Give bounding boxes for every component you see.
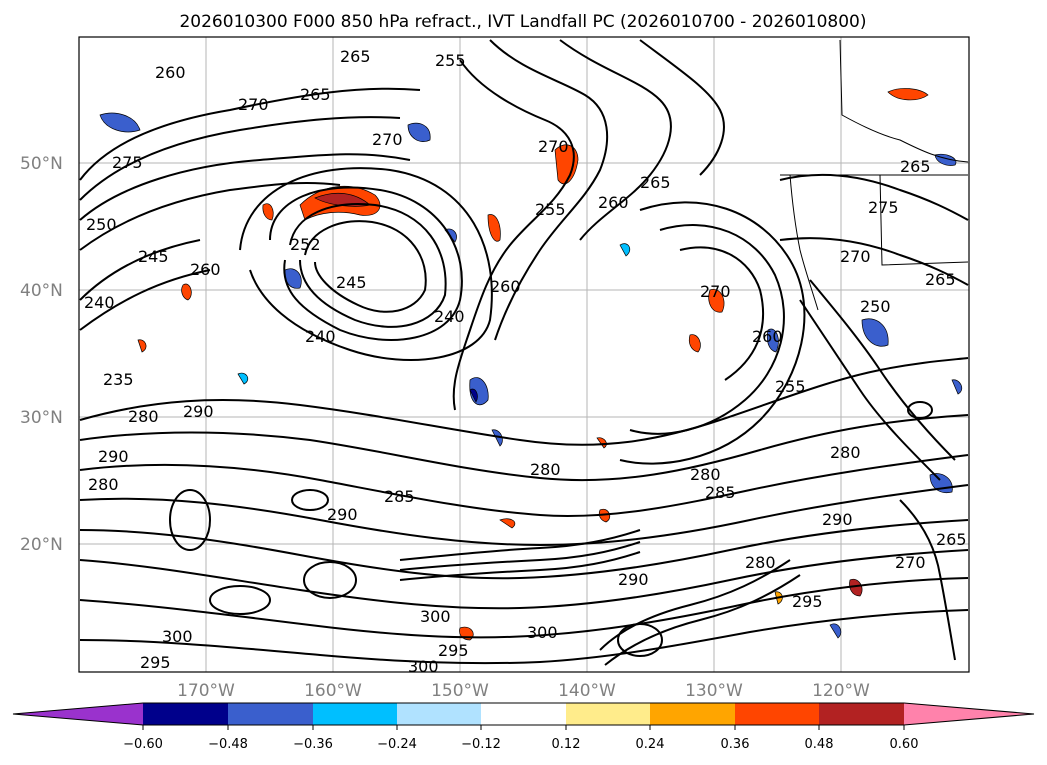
colorbar-segment-1 [143,703,228,725]
contour-label: 270 [538,137,569,156]
colorbar-segment-5 [481,703,566,725]
contour-label: 280 [830,443,861,462]
colorbar-tick-label: 0.36 [721,737,750,752]
latitude-labels: 50°N 40°N 30°N 20°N [20,154,63,555]
lat-lon-gridlines [79,37,969,672]
contour-label: 270 [238,95,269,114]
colorbar-segment-8 [735,703,819,725]
lat-tick-label: 20°N [20,535,63,555]
colorbar-segment-4 [397,703,481,725]
colorbar-tick-label: 0.12 [552,737,581,752]
contour-label: 245 [336,273,367,292]
contour-label: 240 [434,307,465,326]
colorbar-segment-0 [13,703,143,725]
contour-label: 265 [936,530,967,549]
contour-label: 295 [792,592,823,611]
colorbar: −0.60 −0.48 −0.36 −0.24 −0.12 0.12 0.24 … [12,702,1035,752]
contour-label: 265 [925,270,956,289]
colorbar-segment-10 [904,703,1034,725]
lon-tick-label: 130°W [685,681,743,701]
map-title: 2026010300 F000 850 hPa refract., IVT La… [179,12,866,32]
contour-label: 252 [290,235,321,254]
negative-anomaly-fill [99,112,963,639]
lat-tick-label: 30°N [20,408,63,428]
coastline [780,39,969,311]
colorbar-segment-9 [819,703,904,725]
contour-label: 270 [895,553,926,572]
longitude-labels: 170°W 160°W 150°W 140°W 130°W 120°W [177,681,870,701]
contour-label: 260 [752,327,783,346]
colorbar-ticks [142,725,905,730]
map-frame [78,36,970,673]
colorbar-tick-label: −0.36 [293,737,333,752]
contour-label: 240 [84,293,115,312]
contour-label: 260 [598,193,629,212]
contour-label: 270 [700,282,731,301]
lon-tick-label: 120°W [812,681,870,701]
contour-label: 290 [618,570,649,589]
contour-label: 295 [140,653,171,672]
contour-label: 300 [527,623,558,642]
contour-label: 290 [822,510,853,529]
contour-label: 260 [190,260,221,279]
lon-tick-label: 140°W [558,681,616,701]
colorbar-tick-label: 0.24 [636,737,665,752]
contour-label: 285 [705,483,736,502]
lat-tick-label: 40°N [20,281,63,301]
contour-label: 255 [775,377,806,396]
contour-label: 270 [840,247,871,266]
contour-label: 240 [305,327,336,346]
colorbar-tick-label: −0.48 [208,737,248,752]
contour-label: 265 [640,173,671,192]
contour-label: 300 [408,657,439,676]
contour-label: 275 [868,198,899,217]
contour-label: 300 [420,607,451,626]
contour-label: 250 [860,297,891,316]
contour-label: 270 [372,130,403,149]
contour-label: 235 [103,370,134,389]
contour-label: 295 [438,641,469,660]
contour-label: 290 [183,402,214,421]
contour-label: 255 [435,51,466,70]
contour-label: 265 [300,85,331,104]
colorbar-tick-label: 0.60 [890,737,919,752]
colorbar-segment-6 [566,703,650,725]
colorbar-tick-label: −0.24 [377,737,417,752]
colorbar-tick-label: −0.12 [461,737,501,752]
colorbar-segment-2 [228,703,313,725]
contour-label-group: 260 265 255 270 265 270 275 250 245 240 … [84,47,967,676]
colorbar-tick-label: 0.48 [805,737,834,752]
colorbar-segment-7 [650,703,735,725]
lon-tick-label: 170°W [177,681,235,701]
contour-label: 280 [690,465,721,484]
contour-label: 280 [745,553,776,572]
map-plot-area: 260 265 255 270 265 270 275 250 245 240 … [79,37,969,676]
contour-label: 265 [340,47,371,66]
contour-label: 280 [530,460,561,479]
lon-tick-label: 150°W [431,681,489,701]
contour-label: 280 [88,475,119,494]
contour-label: 290 [98,447,129,466]
contour-label: 260 [490,277,521,296]
contour-label: 265 [900,157,931,176]
contour-label: 290 [327,505,358,524]
contour-label: 250 [86,215,117,234]
contour-label: 245 [138,247,169,266]
lat-tick-label: 50°N [20,154,63,174]
lon-tick-label: 160°W [304,681,362,701]
positive-anomaly-fill [137,88,929,641]
contour-label: 280 [128,407,159,426]
contour-label: 300 [162,627,193,646]
contour-label: 275 [112,153,143,172]
contour-label: 285 [384,487,415,506]
colorbar-tick-label: −0.60 [123,737,163,752]
contour-label: 260 [155,63,186,82]
colorbar-segment-3 [313,703,397,725]
contour-label: 255 [535,200,566,219]
refractivity-contours [79,39,969,666]
